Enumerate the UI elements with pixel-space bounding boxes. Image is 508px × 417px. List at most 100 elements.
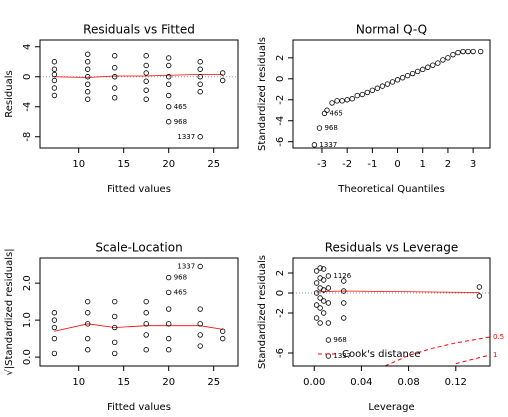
x-tick-label: 1 <box>420 159 426 170</box>
point <box>197 81 203 87</box>
x-tick-label: 0.08 <box>397 377 419 388</box>
point <box>320 266 327 272</box>
point <box>84 310 91 316</box>
y-axis-label: Standardized residuals <box>257 37 268 151</box>
point-label: 1337 <box>177 263 195 271</box>
y-axis-label: Standardized residuals <box>257 255 268 369</box>
point <box>197 59 203 65</box>
point-label: 968 <box>174 274 187 282</box>
point <box>84 74 91 80</box>
point <box>341 300 347 306</box>
y-tick-label: -6 <box>275 137 286 147</box>
point <box>143 53 149 59</box>
x-tick-label: 2 <box>445 159 451 170</box>
point <box>51 350 58 357</box>
point <box>317 295 323 301</box>
point <box>450 51 456 58</box>
point <box>313 268 320 274</box>
smooth-line <box>54 323 223 332</box>
plot-frame <box>292 257 491 367</box>
plot-frame <box>39 39 239 149</box>
x-tick-label: 20 <box>162 159 175 170</box>
point <box>349 96 355 102</box>
panel-title: Scale-Location <box>95 241 182 255</box>
point <box>51 66 58 72</box>
cooks-contour <box>455 354 490 365</box>
point <box>341 288 347 294</box>
point <box>143 62 149 69</box>
y-tick-label: 0 <box>22 74 33 80</box>
point <box>165 74 172 80</box>
point <box>165 62 172 69</box>
point <box>197 343 203 349</box>
point <box>165 55 172 61</box>
point <box>320 298 327 304</box>
point <box>317 265 323 271</box>
point <box>111 313 118 320</box>
point <box>394 77 401 83</box>
x-tick-label: 10 <box>72 159 85 170</box>
point <box>320 287 327 293</box>
point <box>84 51 91 57</box>
point <box>399 75 406 81</box>
y-tick-label: -4 <box>22 102 33 112</box>
point <box>384 81 391 87</box>
point <box>329 100 335 106</box>
point <box>325 337 332 343</box>
point <box>321 110 328 117</box>
point <box>374 85 381 91</box>
x-tick-label: 15 <box>117 377 130 388</box>
point <box>197 74 203 80</box>
point <box>111 339 118 346</box>
x-tick-label: 15 <box>117 159 130 170</box>
point <box>341 315 347 321</box>
y-tick-label: 2 <box>275 270 286 276</box>
point <box>341 278 347 284</box>
point <box>143 298 149 305</box>
point <box>197 263 203 270</box>
point <box>143 321 149 327</box>
x-tick-label: 25 <box>207 159 220 170</box>
point <box>369 87 376 94</box>
x-tick-label: -3 <box>317 159 327 170</box>
point <box>165 335 172 342</box>
point <box>364 89 371 96</box>
point-label: 1337 <box>319 141 337 149</box>
point-label: 465 <box>174 103 187 111</box>
y-tick-label: -4 <box>275 116 286 126</box>
point <box>316 125 323 131</box>
point <box>84 66 91 72</box>
point <box>51 317 58 323</box>
y-tick-label: 0 <box>275 76 286 82</box>
point <box>197 306 203 312</box>
point <box>143 96 149 102</box>
point <box>84 96 91 102</box>
point <box>313 290 320 296</box>
point <box>165 347 172 353</box>
point <box>51 85 58 91</box>
point <box>470 48 476 55</box>
point <box>477 48 484 55</box>
x-tick-label: 0.12 <box>445 377 467 388</box>
point <box>84 321 91 327</box>
point <box>354 92 360 99</box>
point <box>143 310 149 316</box>
y-tick-label: 2 <box>275 55 286 61</box>
point <box>317 320 323 326</box>
point <box>455 49 461 56</box>
x-tick-label: -1 <box>367 159 377 170</box>
point <box>440 57 446 63</box>
point <box>111 350 118 357</box>
point-label: 1337 <box>177 133 195 141</box>
point <box>111 85 118 91</box>
point <box>51 324 58 331</box>
point <box>51 71 58 78</box>
point <box>111 53 118 59</box>
point <box>143 78 149 84</box>
x-tick-label: 0 <box>394 159 400 170</box>
legend-label: Cook's distance <box>342 349 421 360</box>
point <box>460 48 466 55</box>
point <box>420 66 426 73</box>
point <box>476 293 483 299</box>
